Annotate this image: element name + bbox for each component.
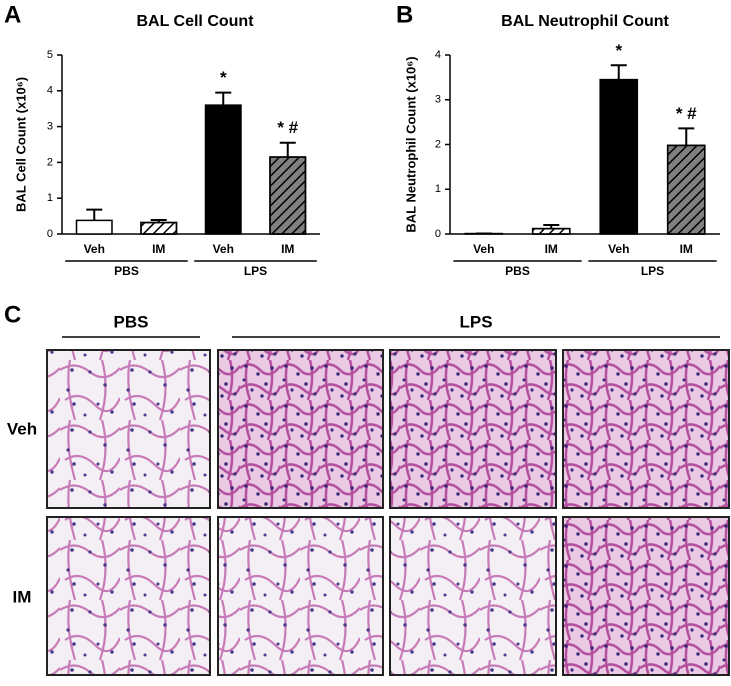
histology-image [46,516,211,676]
error-bar [215,91,232,106]
y-tick-label: 3 [47,121,53,133]
panel-label: B [396,1,413,28]
y-tick-label: 0 [47,228,53,240]
error-bar [279,141,296,158]
row-label: Veh [7,419,37,438]
x-tick-label: Veh [213,242,234,256]
bar-hatch [269,156,307,235]
bar-hatch [531,227,571,235]
y-tick-label: 3 [435,94,441,106]
error-bar [86,208,103,221]
bar-hatch [140,221,178,235]
bar-hatch [666,144,706,235]
significance-mark: * [220,68,227,87]
bar [599,78,639,235]
chart-title: BAL Neutrophil Count [501,13,669,30]
y-tick-label: 5 [47,49,53,61]
y-tick-label: 1 [435,183,441,195]
panel-label: C [4,301,21,328]
histology-image [389,516,557,676]
error-bar [543,224,560,229]
x-tick-label: Veh [84,242,105,256]
group-label: LPS [641,264,664,278]
y-axis-label: BAL Cell Count (x10⁶) [13,77,28,212]
significance-mark: * # [277,118,298,137]
histology-image [562,516,730,676]
histology-image [562,349,730,509]
significance-mark: * [615,41,622,60]
group-label: LPS [244,264,267,278]
panel-label: A [4,1,21,28]
histology-image [46,349,211,509]
column-header: PBS [114,312,149,331]
y-tick-label: 4 [435,49,441,61]
y-axis-label: BAL Neutrophil Count (x10⁶) [403,56,418,232]
chart-title: BAL Cell Count [136,13,254,30]
row-label: IM [13,587,32,606]
bar [204,104,242,235]
x-tick-label: Veh [473,242,494,256]
x-tick-label: IM [152,242,165,256]
y-tick-label: 1 [47,192,53,204]
histology-image [217,516,384,676]
bar [75,219,113,235]
x-tick-label: Veh [608,242,629,256]
column-header: LPS [459,312,492,331]
error-bar [610,64,627,80]
x-tick-label: IM [545,242,558,256]
y-tick-label: 0 [435,228,441,240]
histology-image [389,349,557,509]
y-tick-label: 2 [435,138,441,150]
y-tick-label: 4 [47,85,53,97]
error-bar [150,219,167,223]
y-tick-label: 2 [47,156,53,168]
histology-image [217,349,384,509]
error-bar [678,127,695,146]
histology-grid [46,349,730,676]
x-tick-label: IM [281,242,294,256]
group-label: PBS [505,264,530,278]
significance-mark: * # [676,104,697,123]
x-tick-label: IM [680,242,693,256]
group-label: PBS [114,264,139,278]
